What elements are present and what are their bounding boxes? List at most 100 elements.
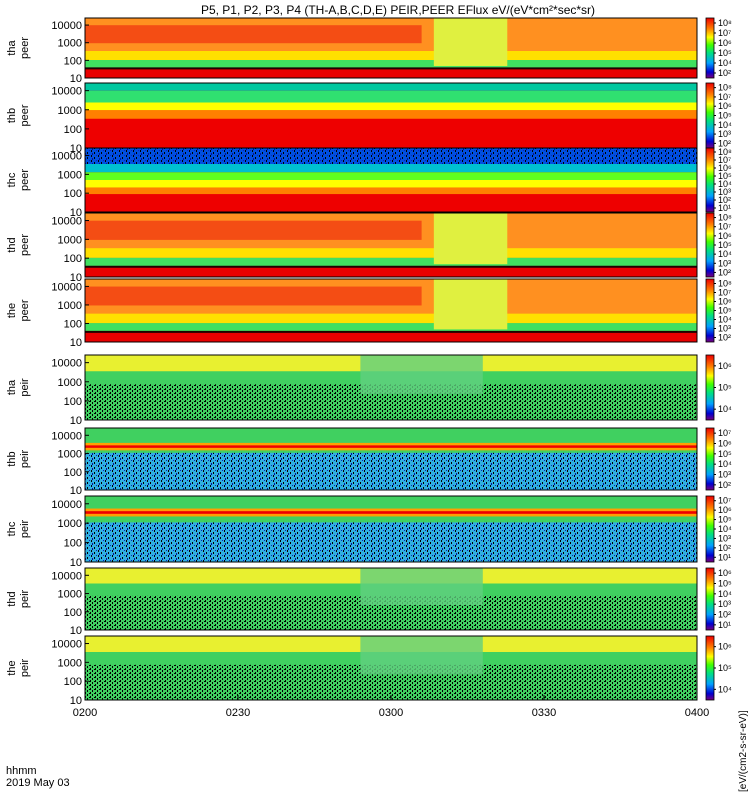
spectrogram-band — [85, 51, 697, 60]
y-tick-label: 10000 — [51, 151, 82, 163]
y-tick-label: 1000 — [58, 518, 82, 530]
colorbar-tick-label: 10³ — [718, 470, 731, 480]
y-tick-label: 10 — [70, 415, 82, 427]
panel-thc-peir: 10 100 1000 10000 thc peir 10¹10²10³10⁴10⁵10⁶1… — [6, 495, 732, 569]
noise-overlay — [85, 452, 697, 490]
spectrogram-band — [85, 248, 697, 258]
colorbar-tick-label: 10⁵ — [718, 171, 732, 181]
panel-species-label: peir — [19, 378, 31, 397]
colorbar: 10⁴ 10⁵ 10⁶ — [705, 354, 732, 421]
y-tick-label: 1000 — [58, 234, 82, 246]
colorbar-tick-label: 10⁴ — [718, 249, 732, 259]
figure-title: P5, P1, P2, P3, P4 (TH-A,B,C,D,E) PEIR,P… — [201, 3, 595, 17]
y-tick-label: 10 — [70, 557, 82, 569]
panel-probe-label: thc — [6, 521, 18, 536]
y-tick-label: 10000 — [51, 20, 82, 32]
colorbar-gradient — [705, 567, 715, 631]
panel-tha-peir: 10 100 1000 10000 tha peir 10⁴ 10⁵ 10⁶ — [6, 354, 732, 427]
panel-the-peir: 10 100 1000 10000 the peir 10⁴ 10⁵ 10⁶ — [6, 635, 732, 707]
y-tick-label: 1000 — [58, 169, 82, 181]
colorbar-tick-label: 10⁴ — [718, 404, 732, 414]
panel-probe-label: thd — [6, 237, 18, 252]
y-tick-label: 100 — [64, 538, 82, 550]
y-tick-label: 10000 — [51, 499, 82, 511]
panel-the-peer: 10 100 1000 10000 the peer 10²10³10⁴10⁵10⁶10⁷1… — [6, 278, 732, 349]
y-tick-label: 1000 — [58, 589, 82, 601]
colorbar-gradient — [705, 17, 715, 79]
colorbar-tick-label: 10² — [718, 480, 731, 490]
colorbar-tick-label: 10⁵ — [718, 449, 732, 459]
panel-frame — [84, 354, 698, 421]
colorbar-gradient — [705, 427, 715, 491]
colorbar-tick-label: 10⁷ — [718, 222, 731, 232]
y-tick-label: 10000 — [51, 358, 82, 370]
panel-frame — [84, 147, 698, 213]
colorbar-tick-label: 10⁴ — [718, 524, 732, 534]
colorbar-tick-label: 10³ — [718, 258, 731, 268]
panel-probe-label: thd — [6, 591, 18, 606]
colorbar-tick-label: 10⁶ — [718, 101, 732, 111]
colorbar-tick-label: 10⁴ — [718, 58, 732, 68]
colorbar-tick-label: 10⁴ — [718, 315, 732, 325]
colorbar-tick-label: 10⁶ — [718, 231, 732, 241]
colorbar-tick-label: 10⁶ — [718, 642, 732, 652]
colorbar-tick-label: 10¹ — [718, 203, 731, 213]
y-tick-label: 100 — [64, 55, 82, 67]
panel-probe-label: the — [6, 303, 18, 318]
colorbar-tick-label: 10⁶ — [718, 439, 732, 449]
panel-species-label: peir — [19, 658, 31, 677]
colorbar-tick-label: 10⁶ — [718, 163, 732, 173]
colorbar-tick-label: 10⁸ — [718, 213, 732, 223]
panel-species-label: peir — [19, 449, 31, 468]
panel-probe-label: the — [6, 660, 18, 675]
colorbar-tick-label: 10³ — [718, 129, 731, 139]
panel-frame — [84, 495, 698, 563]
y-tick-label: 10000 — [51, 639, 82, 651]
panel-probe-label: tha — [6, 39, 18, 55]
spectrogram-band — [85, 164, 697, 173]
colorbar-tick-label: 10³ — [718, 324, 731, 334]
x-tick-label: 0300 — [379, 707, 403, 719]
y-tick-label: 10 — [70, 143, 82, 155]
colorbar-tick-label: 10⁶ — [718, 38, 732, 48]
colorbar-gradient — [705, 212, 715, 278]
y-tick-label: 10 — [70, 73, 82, 85]
y-tick-label: 1000 — [58, 105, 82, 117]
y-tick-label: 1000 — [58, 377, 82, 389]
panel-species-label: peer — [19, 37, 31, 59]
colorbar-tick-label: 10⁴ — [718, 120, 732, 130]
colorbar-gradient — [705, 354, 715, 421]
spectrogram-band — [433, 279, 508, 330]
colorbar-tick-label: 10² — [718, 543, 731, 553]
x-tick-label: 0400 — [685, 707, 709, 719]
spectrogram-band — [433, 18, 508, 66]
spectrogram-band — [360, 355, 483, 394]
spectrogram-band — [85, 220, 422, 240]
panel-species-label: peer — [19, 234, 31, 256]
y-tick-label: 1000 — [58, 300, 82, 312]
colorbar-tick-label: 10⁸ — [718, 279, 732, 289]
spectrogram-band — [85, 445, 697, 448]
colorbar: 10⁴ 10⁵ 10⁶ — [705, 635, 732, 701]
colorbar-tick-label: 10² — [718, 267, 731, 277]
panel-species-label: peer — [19, 104, 31, 126]
colorbar-tick-label: 10⁷ — [718, 155, 731, 165]
colorbar-tick-label: 10⁴ — [718, 459, 732, 469]
spectrogram-band — [85, 102, 697, 111]
y-tick-label: 1000 — [58, 657, 82, 669]
colorbar-tick-label: 10⁸ — [718, 147, 732, 157]
spectrogram-band — [360, 636, 483, 675]
colorbar-tick-label: 10⁸ — [718, 83, 732, 93]
spectrogram-band — [433, 213, 508, 265]
panel-probe-label: thb — [6, 108, 18, 123]
y-tick-label: 100 — [64, 318, 82, 330]
y-tick-label: 10000 — [51, 281, 82, 293]
y-tick-label: 10 — [70, 337, 82, 349]
spectrogram-band — [360, 568, 483, 606]
spectrogram-band — [85, 180, 697, 188]
